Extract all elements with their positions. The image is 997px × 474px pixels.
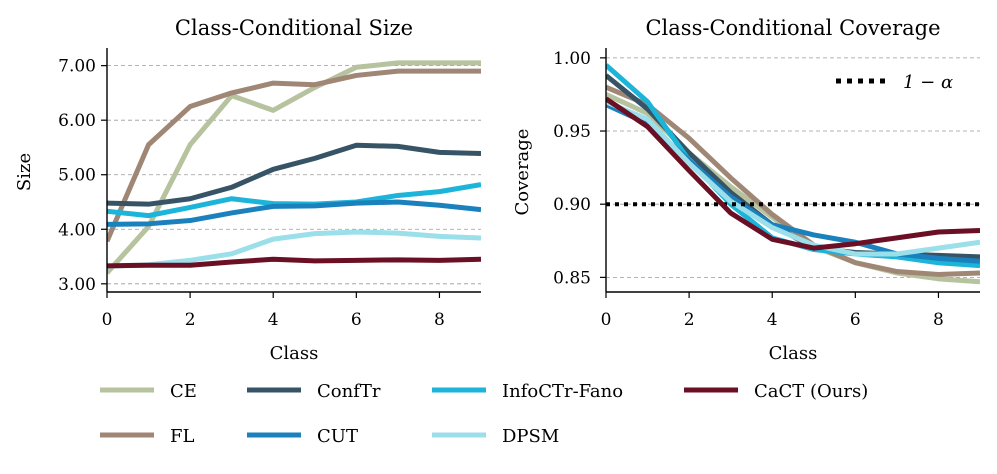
legend-label: CaCT (Ours) bbox=[754, 381, 868, 402]
size-y-axis-label: Size bbox=[14, 153, 35, 191]
coverage-chart-title: Class-Conditional Coverage bbox=[645, 16, 940, 40]
size-chart-title: Class-Conditional Size bbox=[175, 16, 413, 40]
reference-legend-label: 1 − α bbox=[903, 72, 953, 93]
coverage-x-tick-label: 2 bbox=[684, 310, 695, 330]
legend-label: CE bbox=[170, 381, 197, 402]
coverage-series-group bbox=[606, 63, 980, 285]
coverage-y-tick-label: 0.85 bbox=[553, 268, 591, 288]
size-series-fl bbox=[107, 68, 481, 243]
size-series-group bbox=[107, 60, 481, 275]
size-y-tick-label: 5.00 bbox=[58, 166, 96, 186]
size-series-conftr bbox=[107, 142, 481, 207]
legend-label: CUT bbox=[317, 426, 358, 447]
size-y-tick-label: 4.00 bbox=[58, 220, 96, 240]
size-x-tick-label: 8 bbox=[434, 310, 445, 330]
size-x-axis-label: Class bbox=[270, 343, 319, 364]
legend: CE ConfTr InfoCTr-Fano CaCT (Ours) FL CUT DPSM bbox=[100, 381, 868, 447]
size-y-tick-label: 3.00 bbox=[58, 275, 96, 295]
coverage-x-tick-label: 6 bbox=[850, 310, 861, 330]
legend-item-fl: FL bbox=[100, 426, 194, 447]
coverage-x-tick-label: 4 bbox=[767, 310, 778, 330]
coverage-x-axis-label: Class bbox=[769, 343, 818, 364]
coverage-y-axis-label: Coverage bbox=[512, 129, 533, 216]
size-y-tick-label: 7.00 bbox=[58, 57, 96, 77]
coverage-chart-panel: Class-Conditional Coverage 0.85 0.90 0.95 1.… bbox=[512, 16, 980, 364]
coverage-y-tick-label: 0.95 bbox=[553, 122, 591, 142]
legend-label: ConfTr bbox=[317, 381, 381, 402]
size-series-cact-ours bbox=[107, 256, 481, 269]
legend-label: InfoCTr-Fano bbox=[502, 381, 623, 402]
size-series-dpsm bbox=[107, 229, 481, 269]
legend-item-ce: CE bbox=[100, 381, 197, 402]
size-series-ce bbox=[107, 60, 481, 275]
coverage-y-tick-label: 0.90 bbox=[553, 195, 591, 215]
legend-label: DPSM bbox=[502, 426, 559, 447]
legend-item-dpsm: DPSM bbox=[432, 426, 559, 447]
legend-item-conftr: ConfTr bbox=[247, 381, 381, 402]
size-x-tick-label: 6 bbox=[351, 310, 362, 330]
coverage-x-tick-label: 8 bbox=[933, 310, 944, 330]
coverage-series-fl bbox=[606, 84, 980, 277]
coverage-series-dpsm bbox=[606, 99, 980, 257]
size-series-cut bbox=[107, 199, 481, 227]
legend-item-infoctr-fano: InfoCTr-Fano bbox=[432, 381, 623, 402]
coverage-series-cact-ours bbox=[606, 96, 980, 251]
coverage-x-tick-label: 0 bbox=[601, 310, 612, 330]
size-y-tick-label: 6.00 bbox=[58, 111, 96, 131]
coverage-y-tick-label: 1.00 bbox=[553, 49, 591, 69]
size-x-tick-label: 4 bbox=[268, 310, 279, 330]
legend-item-cut: CUT bbox=[247, 426, 358, 447]
legend-label: FL bbox=[170, 426, 194, 447]
size-x-tick-label: 0 bbox=[102, 310, 113, 330]
size-chart-panel: Class-Conditional Size 3.00 4.00 5.00 6.00 7.… bbox=[14, 16, 481, 364]
size-x-tick-label: 2 bbox=[185, 310, 196, 330]
legend-item-cact-ours: CaCT (Ours) bbox=[684, 381, 868, 402]
